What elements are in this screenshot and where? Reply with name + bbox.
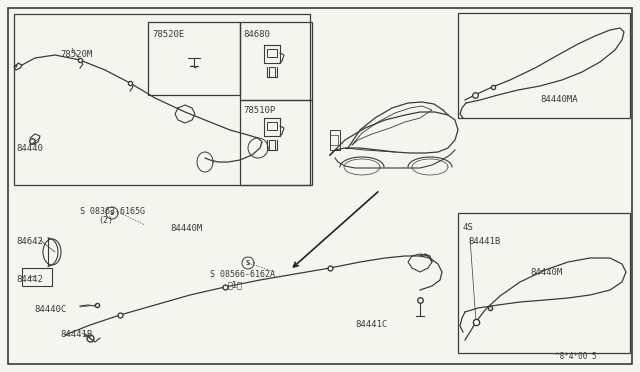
- Text: 84440C: 84440C: [34, 305, 67, 314]
- Text: 84441B: 84441B: [468, 237, 500, 246]
- Text: 84441B: 84441B: [60, 330, 92, 339]
- Bar: [267, 122, 277, 130]
- Text: ^8*4*00 5: ^8*4*00 5: [555, 352, 596, 361]
- Text: 84440M: 84440M: [170, 224, 202, 233]
- Bar: [240, 100, 312, 185]
- Text: S 08363-6165G: S 08363-6165G: [80, 207, 145, 216]
- Text: 84680: 84680: [243, 30, 270, 39]
- Text: S: S: [110, 210, 114, 216]
- Bar: [330, 130, 340, 150]
- Text: S: S: [246, 260, 250, 266]
- Text: (2): (2): [98, 216, 113, 225]
- Bar: [267, 49, 277, 57]
- Text: 78520M: 78520M: [60, 50, 92, 59]
- Bar: [458, 13, 630, 118]
- Bar: [330, 135, 338, 145]
- Bar: [240, 22, 312, 100]
- Bar: [14, 14, 310, 185]
- Text: 84440: 84440: [16, 144, 43, 153]
- Text: 84441C: 84441C: [355, 320, 387, 329]
- Text: 84442: 84442: [16, 275, 43, 284]
- Bar: [269, 67, 275, 77]
- Bar: [458, 213, 630, 353]
- Text: 84642: 84642: [16, 237, 43, 246]
- Text: 84440M: 84440M: [530, 268, 563, 277]
- Text: 84440MA: 84440MA: [540, 95, 578, 104]
- Bar: [269, 140, 275, 150]
- Text: 78520E: 78520E: [152, 30, 184, 39]
- Text: S 08566-6162A: S 08566-6162A: [210, 270, 275, 279]
- Bar: [148, 22, 240, 95]
- Text: （1）: （1）: [228, 280, 243, 289]
- Text: 4S: 4S: [463, 223, 474, 232]
- Text: 78510P: 78510P: [243, 106, 275, 115]
- Bar: [22, 268, 52, 286]
